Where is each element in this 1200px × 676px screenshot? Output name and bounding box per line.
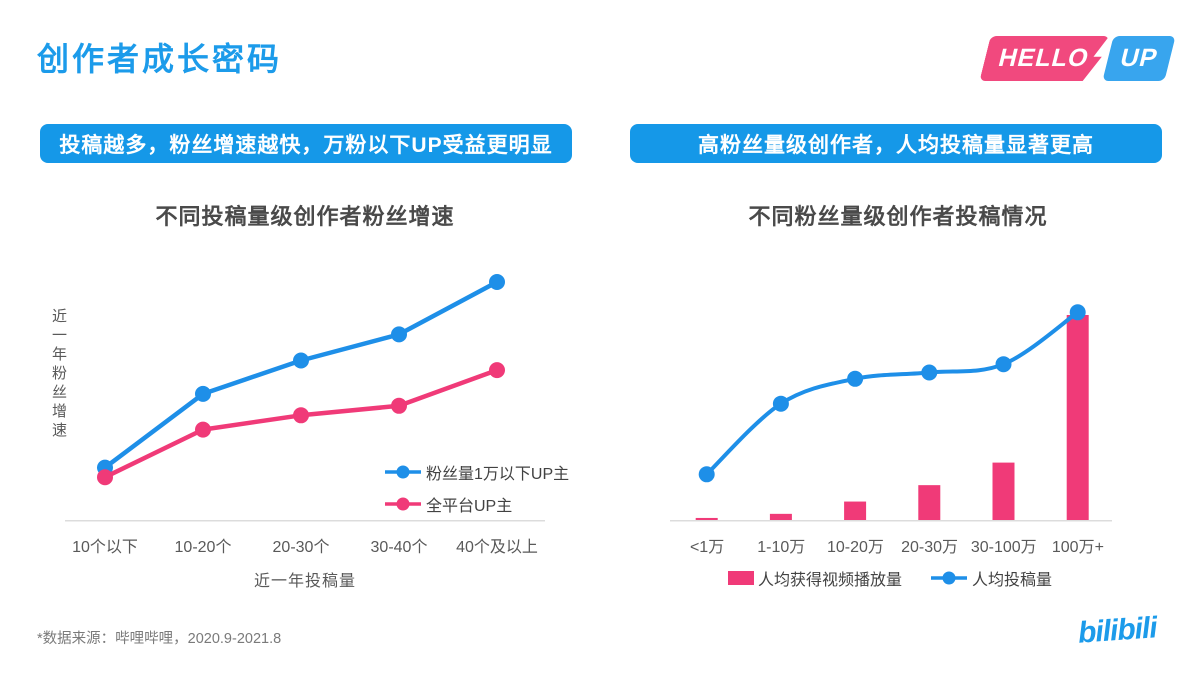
left-chart-x-axis-labels: 10个以下 10-20个 20-30个 30-40个 40个及以上 — [56, 533, 546, 557]
x-tick-label: 20-30万 — [901, 539, 959, 556]
left-insight-banner: 投稿越多，粉丝增速越快，万粉以下UP受益更明显 — [40, 124, 572, 163]
left-line-chart — [65, 274, 545, 522]
right-chart-legend: 人均获得视频播放量 人均投稿量 — [660, 566, 1120, 590]
legend-label: 人均获得视频播放量 — [757, 572, 902, 589]
legend-item: 人均获得视频播放量 — [727, 566, 902, 590]
legend-label: 人均投稿量 — [972, 572, 1053, 589]
hello-up-logo: HELLO UP — [979, 36, 1176, 81]
x-tick-label: 1-10万 — [757, 539, 806, 556]
legend-label: 粉丝量1万以下UP主 — [426, 466, 570, 483]
left-chart-legend: 粉丝量1万以下UP主 全平台UP主 — [384, 460, 569, 524]
legend-item: 粉丝量1万以下UP主 — [384, 460, 569, 484]
legend-item: 全平台UP主 — [384, 492, 569, 516]
right-chart-title: 不同粉丝量级创作者投稿情况 — [748, 204, 1048, 229]
x-tick-label: 10-20个 — [174, 539, 232, 556]
line-dot-glyph-icon — [385, 465, 421, 479]
hello-up-logo-up-segment: UP — [1101, 36, 1176, 81]
bilibili-logo: bilibili — [1076, 611, 1158, 650]
legend-label: 全平台UP主 — [426, 498, 513, 515]
left-chart-y-axis-label: 近一年粉丝增速 — [50, 308, 67, 441]
x-tick-label: 100万+ — [1051, 539, 1104, 556]
right-insight-banner: 高粉丝量级创作者，人均投稿量显著更高 — [630, 124, 1162, 163]
x-tick-label: 30-100万 — [970, 539, 1037, 556]
left-chart-x-axis-title: 近一年投稿量 — [253, 573, 356, 590]
x-tick-label: 20-30个 — [272, 539, 330, 556]
x-tick-label: <1万 — [689, 539, 725, 556]
bar-swatch-icon — [727, 571, 754, 585]
x-tick-label: 40个及以上 — [456, 539, 538, 556]
right-chart-x-axis-labels: <1万 1-10万 10-20万 20-30万 30-100万 100万+ — [670, 533, 1115, 557]
legend-item: 人均投稿量 — [930, 566, 1052, 590]
left-chart-title: 不同投稿量级创作者粉丝增速 — [155, 204, 455, 229]
page-title: 创作者成长密码 — [37, 41, 283, 77]
right-bar-line-chart — [670, 304, 1112, 522]
line-dot-glyph-icon — [931, 571, 967, 585]
line-dot-glyph-icon — [385, 497, 421, 511]
x-tick-label: 30-40个 — [370, 539, 428, 556]
data-source-note: *数据来源：哔哩哔哩，2020.9-2021.8 — [37, 631, 282, 647]
x-tick-label: 10个以下 — [72, 539, 138, 556]
hello-up-logo-hello-segment: HELLO — [979, 36, 1109, 81]
x-tick-label: 10-20万 — [826, 539, 884, 556]
